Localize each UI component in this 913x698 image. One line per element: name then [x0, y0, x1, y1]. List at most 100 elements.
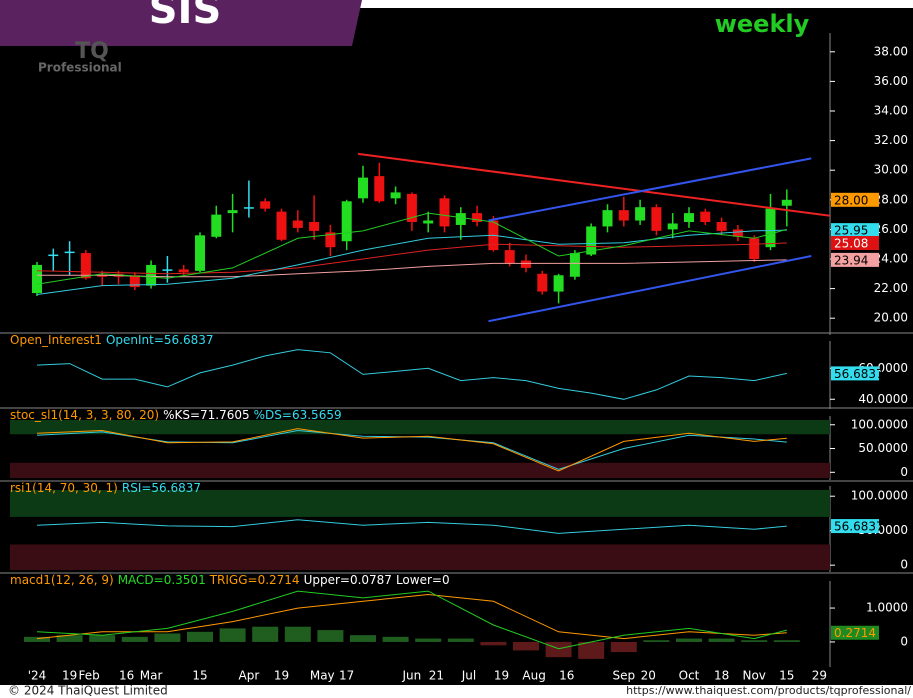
- y-tick-label: 38.00: [874, 44, 908, 58]
- x-tick-label: '24: [28, 669, 47, 683]
- candle-body: [195, 235, 205, 271]
- candle-body: [358, 177, 368, 199]
- candle-body: [80, 253, 91, 279]
- histogram-bar: [643, 640, 670, 642]
- line-series: [488, 157, 812, 222]
- price-tag: [831, 192, 879, 207]
- overbought-band: [10, 420, 830, 435]
- x-tick-label: Sep: [612, 669, 635, 683]
- candle-body: [781, 199, 792, 206]
- histogram-bar: [154, 633, 181, 642]
- title-part: stoc_sl1(14, 3, 3, 80, 20): [10, 408, 159, 422]
- candle-body: [309, 222, 320, 231]
- histogram-bar: [350, 635, 376, 642]
- price-tag-label: 56.6837: [834, 367, 884, 381]
- plot-area: [10, 490, 830, 570]
- chart-background: [0, 8, 913, 685]
- candle-body: [211, 214, 222, 237]
- histogram-bar: [676, 638, 702, 642]
- panel-title: Open_Interest1 OpenInt=56.6837: [10, 333, 214, 347]
- panel-title: stoc_sl1(14, 3, 3, 80, 20) %KS=71.7605 %DS…: [10, 408, 342, 422]
- histogram-bar: [252, 626, 279, 642]
- candle-body: [32, 264, 42, 294]
- price-tag-label: 25.08: [834, 237, 868, 251]
- title-part: macd1(12, 26, 9): [10, 573, 114, 587]
- histogram-bar: [545, 641, 572, 658]
- y-tick-label: 22.00: [874, 281, 908, 295]
- x-tick-label: Mar: [140, 669, 163, 683]
- plot-area: [24, 590, 800, 659]
- price-tag-label: 23.94: [834, 253, 868, 267]
- candle-body: [651, 207, 662, 231]
- candle-body: [292, 220, 303, 228]
- title-part: OpenInt=56.6837: [106, 333, 214, 347]
- x-tick-label: 17: [339, 669, 354, 683]
- x-tick-label: 19: [494, 669, 509, 683]
- candle-body: [243, 207, 254, 209]
- x-tick-label: Aug: [522, 669, 545, 683]
- line-series: [36, 242, 787, 275]
- candle-body: [162, 269, 173, 271]
- y-tick-label: 0: [900, 634, 908, 648]
- line-series: [36, 593, 787, 640]
- y-tick-label: 26.00: [874, 222, 908, 236]
- x-tick-label: Jun: [402, 669, 422, 683]
- x-tick-label: 15: [192, 669, 207, 683]
- price-tag: [831, 223, 879, 238]
- y-tick-label: 36.00: [874, 74, 908, 88]
- price-tag: [831, 366, 879, 381]
- price-tag-label: 56.6837: [834, 520, 884, 534]
- x-tick-label: Nov: [742, 669, 765, 683]
- y-tick-label: 0: [900, 465, 908, 479]
- candle-body: [227, 210, 238, 214]
- candle-body: [455, 213, 466, 225]
- title-part: rsi1(14, 70, 30, 1): [10, 481, 118, 495]
- candle-body: [553, 275, 564, 292]
- candle-body: [716, 222, 727, 231]
- interval: weekly: [715, 10, 810, 38]
- title-part: Lower=0: [396, 573, 450, 587]
- title-part: RSI=56.6837: [122, 481, 201, 495]
- candle-body: [146, 264, 157, 286]
- x-tick-label: 16: [119, 669, 134, 683]
- y-tick-label: 100.0000: [851, 489, 908, 503]
- title-part: Upper=0.0787: [304, 573, 392, 587]
- candle-body: [732, 229, 743, 237]
- candle-body: [667, 223, 678, 230]
- histogram-bar: [578, 641, 605, 659]
- url: https://www.thaiquest.com/products/tqpro…: [626, 684, 911, 697]
- title-part: %DS=63.5659: [254, 408, 342, 422]
- line-series: [36, 429, 787, 470]
- histogram-bar: [513, 641, 539, 651]
- plot-area: [36, 349, 787, 400]
- line-series: [36, 349, 787, 400]
- histogram-bar: [89, 635, 116, 642]
- x-tick-label: May: [310, 669, 335, 683]
- candle-body: [635, 207, 646, 221]
- candle-body: [276, 211, 287, 240]
- x-tick-label: 29: [812, 669, 827, 683]
- candle-body: [97, 275, 108, 277]
- candle-body: [586, 226, 597, 255]
- plot-area: [10, 420, 830, 478]
- histogram-bar: [773, 640, 800, 642]
- price-tag: [831, 625, 879, 640]
- x-tick-label: Feb: [79, 669, 100, 683]
- price-tag-label: 0.2714: [834, 626, 876, 640]
- candle-body: [64, 251, 75, 254]
- panel-title: macd1(12, 26, 9) MACD=0.3501 TRIGG=0.2714 U…: [10, 573, 450, 587]
- x-tick-label: 16: [559, 669, 574, 683]
- price-tag-label: 25.95: [834, 224, 868, 238]
- logo-subtitle: Professional: [38, 61, 122, 75]
- x-tick-label: 18: [714, 669, 729, 683]
- candle-body: [129, 275, 140, 288]
- price-tag: [831, 236, 879, 251]
- symbol: SIS: [149, 0, 222, 33]
- candle-body: [341, 201, 352, 242]
- title-part: %KS=71.7605: [163, 408, 250, 422]
- histogram-bar: [480, 641, 507, 646]
- histogram-bar: [447, 638, 474, 642]
- candle-body: [260, 201, 271, 209]
- x-tick-label: 20: [641, 669, 656, 683]
